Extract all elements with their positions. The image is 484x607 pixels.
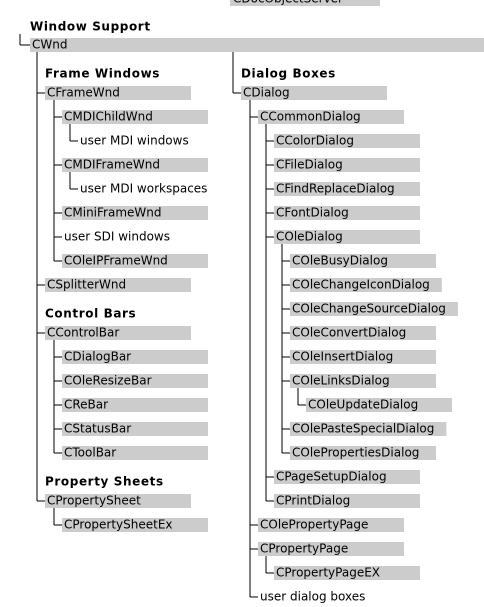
class-label: CFontDialog bbox=[276, 206, 349, 220]
class-box bbox=[258, 518, 404, 532]
class-box bbox=[62, 158, 208, 172]
section-title: Window Support bbox=[30, 20, 151, 34]
class-box bbox=[290, 278, 442, 292]
class-label: COleLinksDialog bbox=[292, 374, 390, 388]
class-box bbox=[290, 374, 436, 388]
note-label: user MDI windows bbox=[80, 134, 189, 148]
class-label: CReBar bbox=[64, 398, 108, 412]
class-box bbox=[62, 350, 208, 364]
class-label: COleIPFrameWnd bbox=[64, 254, 168, 268]
class-label: CPrintDialog bbox=[276, 494, 350, 508]
class-label: CDialogBar bbox=[64, 350, 131, 364]
class-box bbox=[45, 86, 191, 100]
class-box bbox=[274, 566, 420, 580]
class-label: CMDIChildWnd bbox=[64, 110, 153, 124]
class-box bbox=[258, 542, 404, 556]
class-label: COleUpdateDialog bbox=[308, 398, 418, 412]
group-heading: Dialog Boxes bbox=[241, 67, 336, 81]
class-box bbox=[274, 206, 420, 220]
note-label: user MDI workspaces bbox=[80, 182, 207, 196]
class-label: CStatusBar bbox=[64, 422, 131, 436]
class-box bbox=[290, 326, 436, 340]
group-heading: Property Sheets bbox=[45, 475, 164, 489]
class-box bbox=[62, 374, 208, 388]
class-box bbox=[62, 398, 208, 412]
class-box bbox=[290, 422, 447, 436]
class-label: CMDIFrameWnd bbox=[64, 158, 160, 172]
class-label: COlePropertiesDialog bbox=[292, 446, 419, 460]
class-label: CMiniFrameWnd bbox=[64, 206, 161, 220]
class-box bbox=[30, 38, 484, 52]
class-box bbox=[241, 86, 387, 100]
class-label: COleResizeBar bbox=[64, 374, 152, 388]
class-label: COleDialog bbox=[276, 230, 343, 244]
class-label: CControlBar bbox=[47, 326, 119, 340]
class-box bbox=[306, 398, 452, 412]
class-label: CPageSetupDialog bbox=[276, 470, 387, 484]
class-box bbox=[274, 134, 420, 148]
class-box bbox=[45, 326, 191, 340]
class-label: CWnd bbox=[32, 38, 67, 52]
class-label: COleChangeSourceDialog bbox=[292, 302, 446, 316]
class-box bbox=[274, 230, 420, 244]
class-box bbox=[274, 494, 420, 508]
class-label: COleConvertDialog bbox=[292, 326, 406, 340]
class-label: CPropertySheetEx bbox=[64, 518, 173, 532]
class-label: CColorDialog bbox=[276, 134, 354, 148]
class-label: CDialog bbox=[243, 86, 290, 100]
class-label: CCommonDialog bbox=[260, 110, 361, 124]
class-label: CPropertyPageEX bbox=[276, 566, 380, 580]
class-label: CPropertySheet bbox=[47, 494, 141, 508]
class-box bbox=[62, 206, 208, 220]
group-heading: Control Bars bbox=[45, 307, 136, 321]
class-label: CSplitterWnd bbox=[47, 278, 126, 292]
class-box bbox=[290, 350, 436, 364]
class-label: COlePropertyPage bbox=[260, 518, 368, 532]
class-label: CFindReplaceDialog bbox=[276, 182, 395, 196]
class-box bbox=[62, 254, 208, 268]
class-label: COleChangeIconDialog bbox=[292, 278, 430, 292]
class-box bbox=[62, 110, 208, 124]
class-label: CPropertyPage bbox=[260, 542, 348, 556]
class-box bbox=[230, 0, 380, 6]
class-box bbox=[290, 254, 436, 268]
class-box bbox=[274, 158, 420, 172]
note-label: user dialog boxes bbox=[260, 590, 365, 604]
class-box bbox=[290, 302, 458, 316]
class-label: CDocObjectServer bbox=[233, 0, 343, 6]
class-label: COleInsertDialog bbox=[292, 350, 393, 364]
class-box bbox=[62, 518, 208, 532]
class-label: COleBusyDialog bbox=[292, 254, 388, 268]
class-box bbox=[258, 110, 404, 124]
note-label: user SDI windows bbox=[64, 230, 170, 244]
class-box bbox=[274, 182, 420, 196]
group-heading: Frame Windows bbox=[45, 67, 160, 81]
class-box bbox=[45, 278, 191, 292]
class-label: CFileDialog bbox=[276, 158, 343, 172]
class-box bbox=[45, 494, 191, 508]
class-label: COlePasteSpecialDialog bbox=[292, 422, 434, 436]
class-box bbox=[274, 470, 420, 484]
class-label: CToolBar bbox=[64, 446, 116, 460]
class-box bbox=[290, 446, 436, 460]
class-box bbox=[62, 446, 208, 460]
class-box bbox=[62, 422, 208, 436]
class-label: CFrameWnd bbox=[47, 86, 120, 100]
